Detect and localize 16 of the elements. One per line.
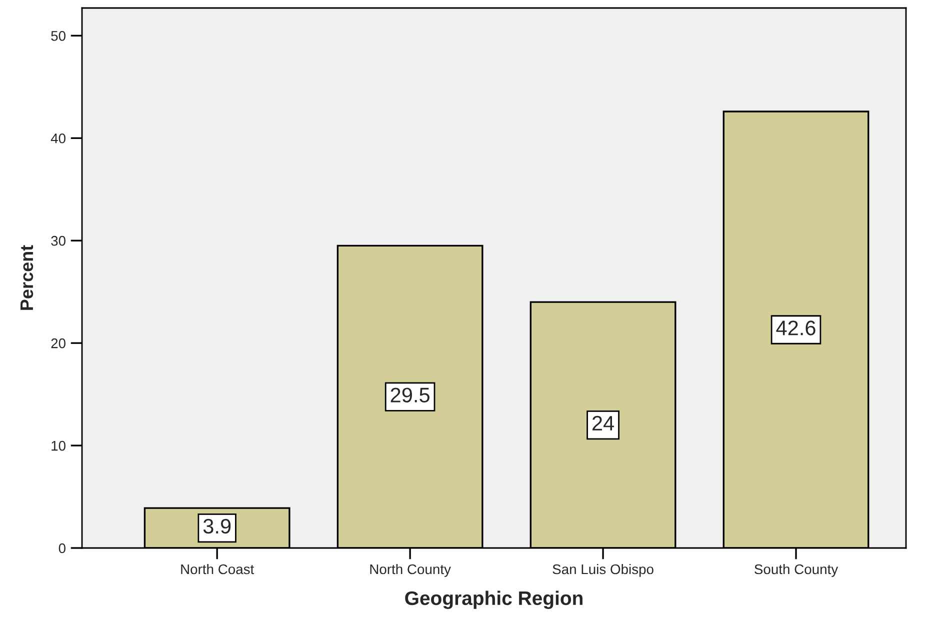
y-axis-title: Percent [20, 245, 34, 310]
y-tick-label: 50 [51, 31, 66, 41]
x-tick-label: North County [370, 564, 451, 577]
y-tick-label: 40 [50, 133, 66, 144]
x-tick-label: North Coast [181, 564, 254, 574]
data-label: 24 [592, 416, 614, 430]
data-label: 42.6 [776, 320, 816, 336]
x-axis-title: Geographic Region [405, 590, 582, 610]
y-tick-label: 20 [51, 338, 66, 348]
data-label: 29.5 [390, 388, 430, 402]
data-label: 3.9 [203, 518, 231, 534]
y-tick-label: 30 [51, 236, 66, 246]
y-tick-label: 10 [52, 440, 66, 451]
x-tick-label: South County [754, 564, 838, 577]
x-tick-label: San Luis Obispo [552, 564, 654, 577]
y-tick-label: 0 [58, 543, 66, 554]
